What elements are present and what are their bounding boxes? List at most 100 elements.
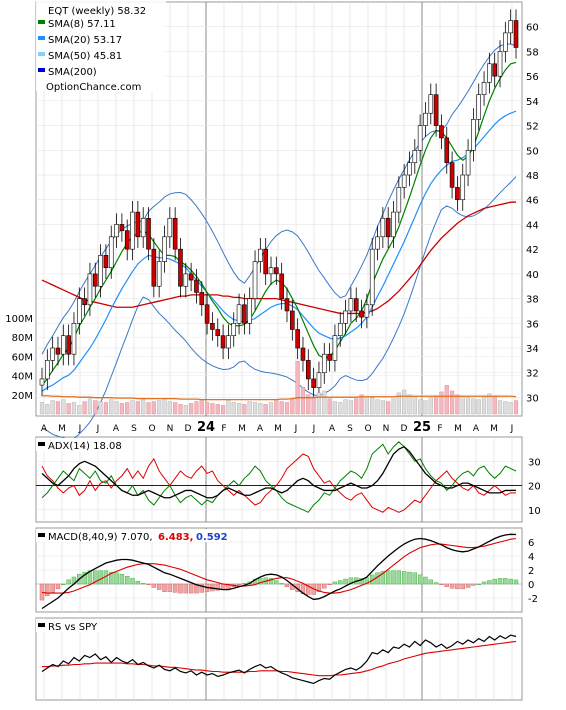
candle-body bbox=[50, 347, 55, 361]
volume-bar bbox=[173, 402, 178, 415]
volume-panel bbox=[39, 361, 519, 415]
candle-body bbox=[61, 335, 66, 355]
macd-histogram-bar bbox=[194, 583, 199, 594]
candle-body bbox=[183, 273, 189, 287]
macd-histogram-bar bbox=[140, 583, 146, 585]
candle-body bbox=[364, 304, 370, 318]
volume-bar bbox=[215, 404, 220, 415]
candle-body bbox=[156, 261, 162, 287]
macd-tick-label: 6 bbox=[528, 538, 534, 549]
macd-histogram-bar bbox=[407, 571, 412, 585]
macd-histogram-bar bbox=[449, 583, 455, 589]
volume-bar bbox=[109, 399, 114, 415]
candle-body bbox=[428, 94, 434, 114]
volume-bar bbox=[306, 394, 311, 415]
macd-line bbox=[41, 533, 517, 610]
macd-histogram-bar bbox=[61, 583, 66, 586]
volume-bar bbox=[258, 403, 263, 415]
macd-histogram-bar bbox=[417, 574, 423, 585]
candle-body bbox=[284, 298, 290, 312]
volume-bar bbox=[370, 397, 375, 415]
candle-body bbox=[476, 94, 482, 120]
volume-bar bbox=[119, 403, 124, 415]
volume-bar bbox=[386, 401, 391, 415]
x-tick-label: M bbox=[58, 424, 66, 434]
volume-bar bbox=[449, 390, 455, 415]
macd-histogram-bar bbox=[444, 583, 449, 587]
x-tick-label: S bbox=[131, 424, 137, 434]
macd-histogram-bar bbox=[385, 570, 391, 585]
candle-body bbox=[321, 353, 327, 374]
adx-label-bg bbox=[36, 438, 118, 451]
candle-body bbox=[199, 292, 205, 306]
adx-tick-label: 20 bbox=[528, 482, 541, 493]
candle-body bbox=[380, 217, 386, 238]
volume-bar bbox=[284, 402, 290, 415]
candle-body bbox=[274, 267, 279, 275]
lower-band-line bbox=[41, 176, 517, 441]
macd-histogram-bar bbox=[513, 579, 519, 585]
x-tick-label: A bbox=[329, 424, 336, 434]
candle-body bbox=[348, 298, 354, 312]
candle-body bbox=[124, 230, 130, 250]
macd-histogram-bar bbox=[55, 583, 61, 590]
candle-body bbox=[449, 162, 455, 188]
volume-bar bbox=[231, 402, 236, 415]
macd-histogram-bar bbox=[93, 570, 98, 585]
macd-histogram-bar bbox=[359, 578, 364, 585]
volume-bar bbox=[263, 404, 268, 415]
volume-bar bbox=[178, 404, 183, 415]
macd-label: MACD(8,40,9) 7.070, bbox=[48, 532, 153, 543]
macd-histogram-bar bbox=[151, 583, 157, 588]
macd-histogram-bar bbox=[380, 571, 386, 585]
macd-panel bbox=[39, 533, 519, 610]
panel-labels: ADX(14) 18.08 MACD(8,40,9) 7.070, 6.483,… bbox=[36, 438, 228, 633]
volume-bar bbox=[423, 400, 428, 415]
x-tick-label: A bbox=[473, 424, 480, 434]
price-tick-label: 42 bbox=[526, 245, 539, 256]
sma50-swatch bbox=[38, 52, 45, 56]
price-tick-label: 32 bbox=[526, 369, 539, 380]
candle-body bbox=[263, 248, 268, 275]
macd-histogram-bar bbox=[66, 579, 71, 585]
candle-body bbox=[343, 310, 348, 324]
volume-bar bbox=[71, 402, 77, 415]
candle-body bbox=[487, 63, 492, 83]
adx-line bbox=[41, 445, 517, 499]
volume-bar bbox=[391, 398, 396, 415]
volume-bar bbox=[460, 396, 465, 415]
legend-background bbox=[36, 1, 166, 91]
macd-hist-label: 0.592 bbox=[196, 532, 228, 543]
macd-histogram-bar bbox=[274, 580, 279, 585]
price-tick-label: 38 bbox=[526, 295, 539, 306]
volume-bar bbox=[45, 404, 50, 415]
volume-bar bbox=[50, 400, 55, 415]
volume-bar bbox=[199, 399, 204, 415]
candle-body bbox=[391, 211, 396, 238]
volume-bar bbox=[210, 403, 215, 415]
volume-bar bbox=[407, 394, 412, 415]
volume-bar bbox=[359, 394, 364, 415]
candle-body bbox=[359, 310, 364, 318]
candle-body bbox=[337, 323, 343, 336]
candle-body bbox=[55, 347, 61, 355]
volume-tick-label: 100M bbox=[5, 314, 33, 325]
macd-histogram-bar bbox=[433, 582, 439, 585]
x-tick-label: D bbox=[185, 424, 192, 434]
volume-bar bbox=[327, 398, 332, 415]
candle-body bbox=[167, 217, 173, 238]
macd-histogram-bar bbox=[284, 583, 290, 587]
volume-bar bbox=[194, 401, 199, 415]
macd-histogram-bar bbox=[220, 583, 226, 590]
candle-body bbox=[71, 323, 77, 355]
candle-body bbox=[39, 378, 45, 386]
candle-body bbox=[433, 94, 439, 126]
volume-bar bbox=[300, 386, 306, 415]
macd-histogram-bar bbox=[423, 576, 428, 585]
volume-bar bbox=[434, 395, 439, 415]
volume-bar bbox=[141, 399, 146, 415]
volume-bar bbox=[375, 399, 380, 415]
macd-histogram-bar bbox=[98, 570, 103, 585]
volume-bar bbox=[114, 401, 119, 415]
